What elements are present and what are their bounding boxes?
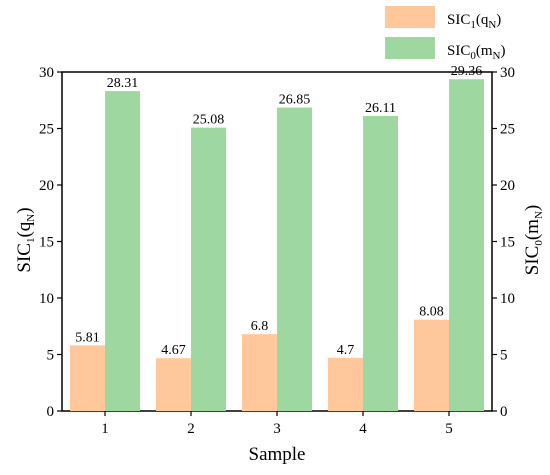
y-axis-title-right: SIC0(mN) <box>522 205 545 275</box>
data-label-series-2-sample-3: 26.85 <box>279 93 311 108</box>
data-label-series-1-sample-3: 6.8 <box>251 319 269 334</box>
bar-series-1-sample-2 <box>156 358 191 411</box>
data-label-series-2-sample-2: 25.08 <box>193 113 225 128</box>
y-left-tick-label-30: 30 <box>39 65 54 81</box>
y-left-tick-label-10: 10 <box>39 291 54 307</box>
data-label-series-1-sample-5: 8.08 <box>419 305 444 320</box>
y-left-tick-label-20: 20 <box>39 178 54 194</box>
data-label-series-2-sample-5: 29.36 <box>451 64 483 79</box>
x-tick-label-4: 4 <box>359 421 367 437</box>
x-tick-label-1: 1 <box>101 421 109 437</box>
bar-series-2-sample-5 <box>449 79 484 412</box>
x-tick-label-2: 2 <box>187 421 195 437</box>
legend: SIC1(qN) SIC0(mN) <box>385 6 505 62</box>
y-left-tick-label-0: 0 <box>47 404 55 420</box>
legend-label-series-2: SIC0(mN) <box>447 43 505 62</box>
data-label-series-1-sample-4: 4.7 <box>337 343 355 358</box>
bar-series-1-sample-5 <box>414 319 449 411</box>
data-label-series-1-sample-1: 5.81 <box>75 330 100 345</box>
y-right-tick-label-15: 15 <box>500 235 515 251</box>
x-axis-title: Sample <box>249 444 306 465</box>
y-right-tick-label-5: 5 <box>500 348 508 364</box>
bar-series-1-sample-1 <box>70 345 105 411</box>
data-label-series-1-sample-2: 4.67 <box>161 343 186 358</box>
y-right-tick-label-0: 0 <box>500 404 508 420</box>
y-axis-title-left: SIC1(qN) <box>14 207 37 272</box>
y-right-tick-label-20: 20 <box>500 178 515 194</box>
bar-series-1-sample-4 <box>328 357 363 411</box>
bar-series-2-sample-3 <box>277 107 312 411</box>
y-right-tick-label-10: 10 <box>500 291 515 307</box>
y-right-tick-label-25: 25 <box>500 122 515 138</box>
legend-swatch-series-1 <box>385 6 435 28</box>
y-left-tick-label-5: 5 <box>47 348 55 364</box>
legend-label-series-1: SIC1(qN) <box>447 12 501 31</box>
legend-swatch-series-2 <box>385 37 435 59</box>
axes-layer: 1 2 3 4 5 0 0 5 5 10 10 15 15 20 20 25 25 30 30 <box>39 65 515 437</box>
bar-series-2-sample-4 <box>363 115 398 411</box>
y-left-tick-label-25: 25 <box>39 122 54 138</box>
data-label-series-2-sample-1: 28.31 <box>107 76 139 91</box>
data-labels-layer: 5.81 28.31 4.67 25.08 6.8 26.85 4.7 26.11 8.08 29… <box>75 64 482 358</box>
bar-series-2-sample-1 <box>105 91 140 412</box>
data-label-series-2-sample-4: 26.11 <box>365 101 396 116</box>
bars-layer <box>70 79 484 412</box>
y-right-tick-label-30: 30 <box>500 65 515 81</box>
y-left-tick-label-15: 15 <box>39 235 54 251</box>
x-tick-label-3: 3 <box>273 421 281 437</box>
x-tick-label-5: 5 <box>445 421 453 437</box>
bar-series-2-sample-2 <box>191 127 226 411</box>
bar-series-1-sample-3 <box>242 334 277 411</box>
